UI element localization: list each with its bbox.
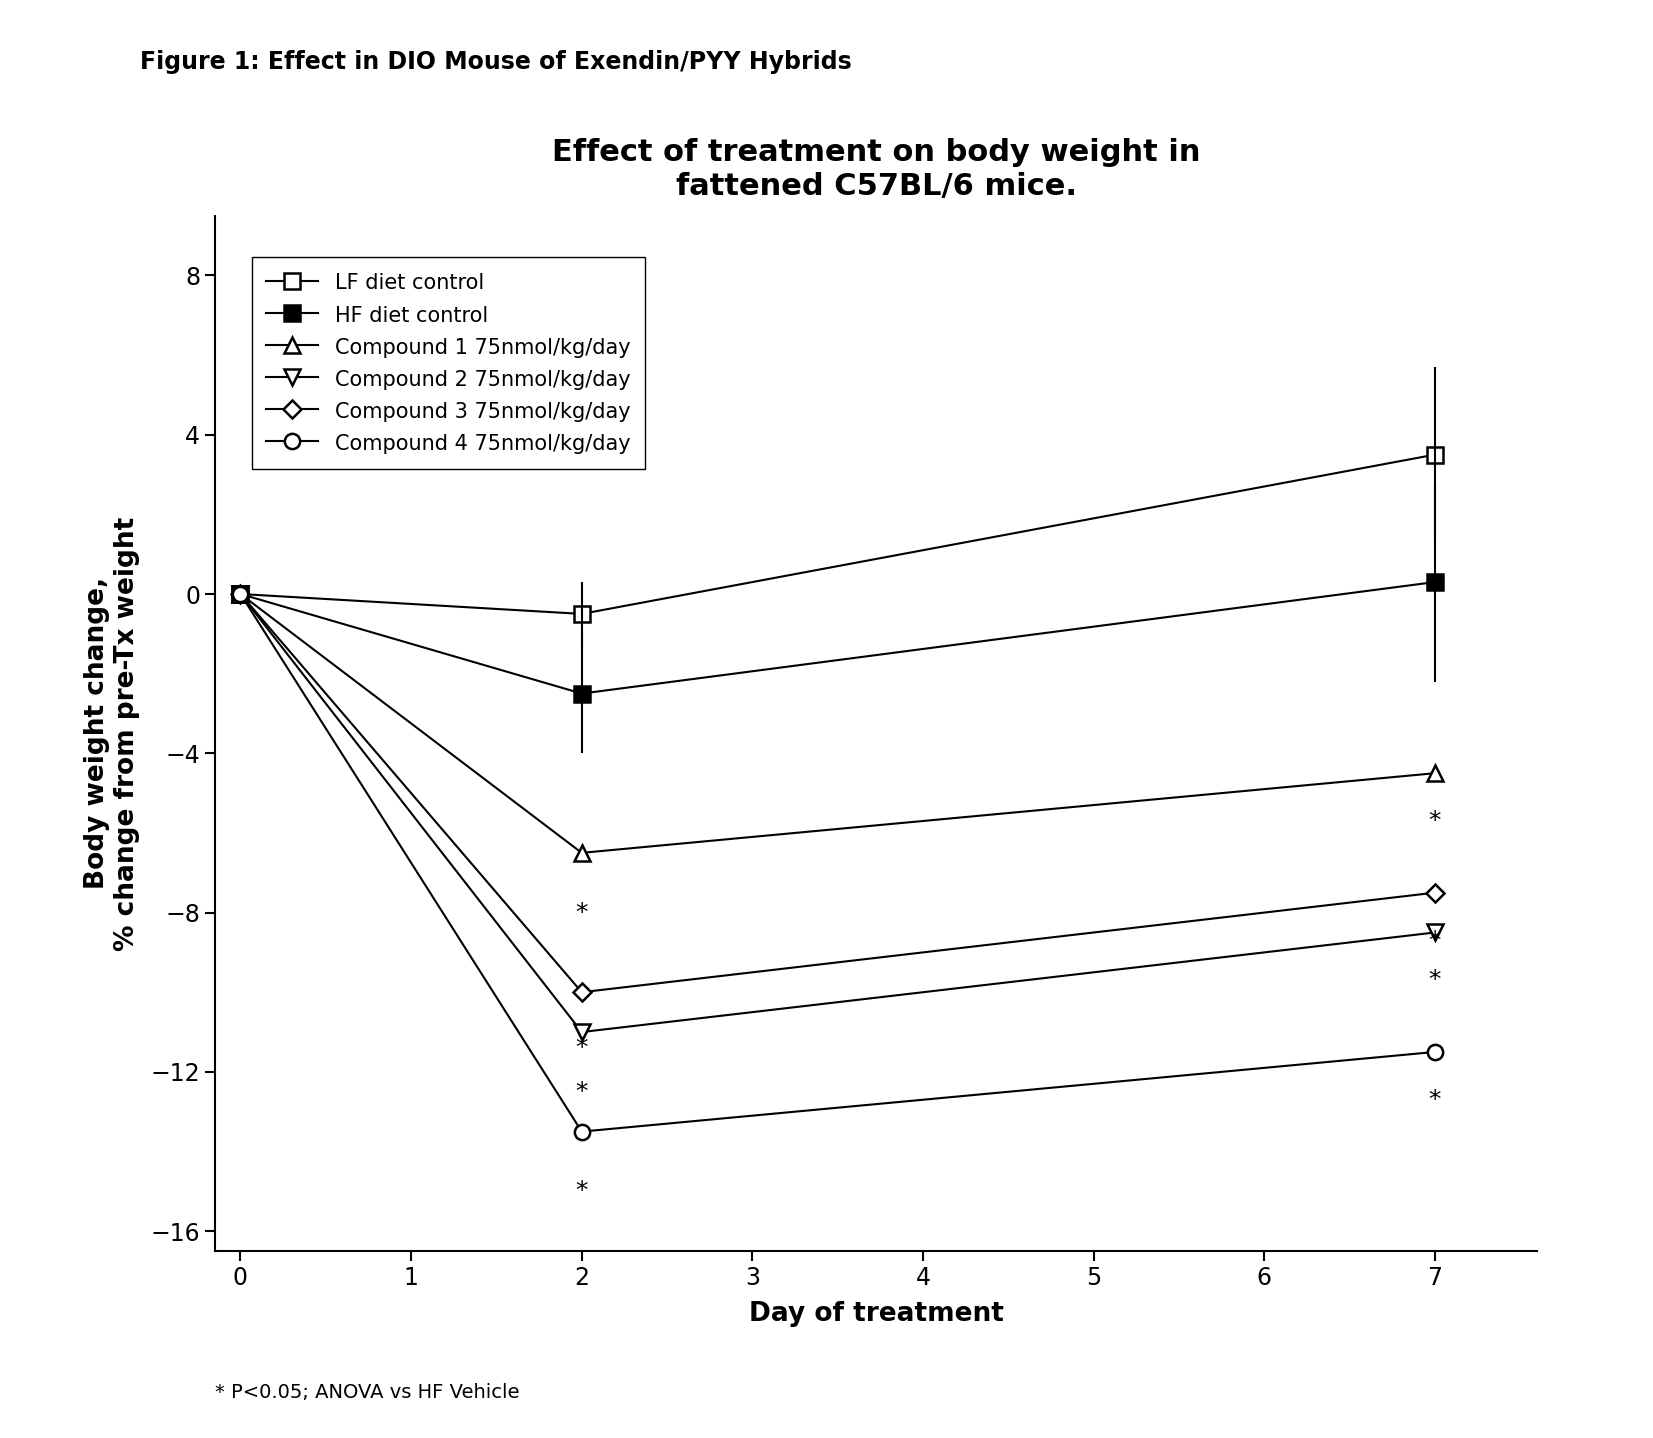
X-axis label: Day of treatment: Day of treatment xyxy=(749,1301,1003,1327)
Compound 1 75nmol/kg/day xyxy=(572,844,592,861)
Text: *: * xyxy=(1428,968,1441,992)
Text: *: * xyxy=(1428,929,1441,952)
Compound 2 75nmol/kg/day xyxy=(230,585,250,603)
Text: *: * xyxy=(1428,810,1441,833)
Text: *: * xyxy=(575,1080,588,1104)
Y-axis label: Body weight change,
% change from pre-Tx weight: Body weight change, % change from pre-Tx… xyxy=(84,516,139,951)
Legend: LF diet control, HF diet control, Compound 1 75nmol/kg/day, Compound 2 75nmol/kg: LF diet control, HF diet control, Compou… xyxy=(251,257,645,469)
Compound 3 75nmol/kg/day xyxy=(1425,884,1445,902)
LF diet control xyxy=(1425,446,1445,463)
LF diet control xyxy=(572,605,592,623)
Line: HF diet control: HF diet control xyxy=(233,574,1443,702)
Title: Effect of treatment on body weight in
fattened C57BL/6 mice.: Effect of treatment on body weight in fa… xyxy=(552,138,1200,201)
HF diet control xyxy=(230,585,250,603)
Compound 4 75nmol/kg/day xyxy=(230,585,250,603)
Text: * P<0.05; ANOVA vs HF Vehicle: * P<0.05; ANOVA vs HF Vehicle xyxy=(215,1383,519,1402)
Line: Compound 2 75nmol/kg/day: Compound 2 75nmol/kg/day xyxy=(233,587,1443,1040)
HF diet control xyxy=(572,684,592,702)
Text: *: * xyxy=(575,900,588,925)
Compound 3 75nmol/kg/day xyxy=(572,984,592,1001)
Compound 2 75nmol/kg/day xyxy=(1425,923,1445,940)
Text: *: * xyxy=(575,1035,588,1060)
LF diet control xyxy=(230,585,250,603)
Line: LF diet control: LF diet control xyxy=(233,447,1443,621)
Line: Compound 4 75nmol/kg/day: Compound 4 75nmol/kg/day xyxy=(233,587,1443,1139)
Text: *: * xyxy=(1428,1087,1441,1112)
Compound 2 75nmol/kg/day xyxy=(572,1024,592,1041)
Compound 4 75nmol/kg/day xyxy=(572,1123,592,1140)
Text: *: * xyxy=(575,1179,588,1204)
Line: Compound 1 75nmol/kg/day: Compound 1 75nmol/kg/day xyxy=(233,587,1443,860)
Compound 1 75nmol/kg/day xyxy=(230,585,250,603)
Text: Figure 1: Effect in DIO Mouse of Exendin/PYY Hybrids: Figure 1: Effect in DIO Mouse of Exendin… xyxy=(141,50,851,75)
Line: Compound 3 75nmol/kg/day: Compound 3 75nmol/kg/day xyxy=(235,588,1441,998)
Compound 3 75nmol/kg/day xyxy=(230,585,250,603)
Compound 1 75nmol/kg/day xyxy=(1425,765,1445,782)
HF diet control xyxy=(1425,574,1445,591)
Compound 4 75nmol/kg/day xyxy=(1425,1044,1445,1061)
